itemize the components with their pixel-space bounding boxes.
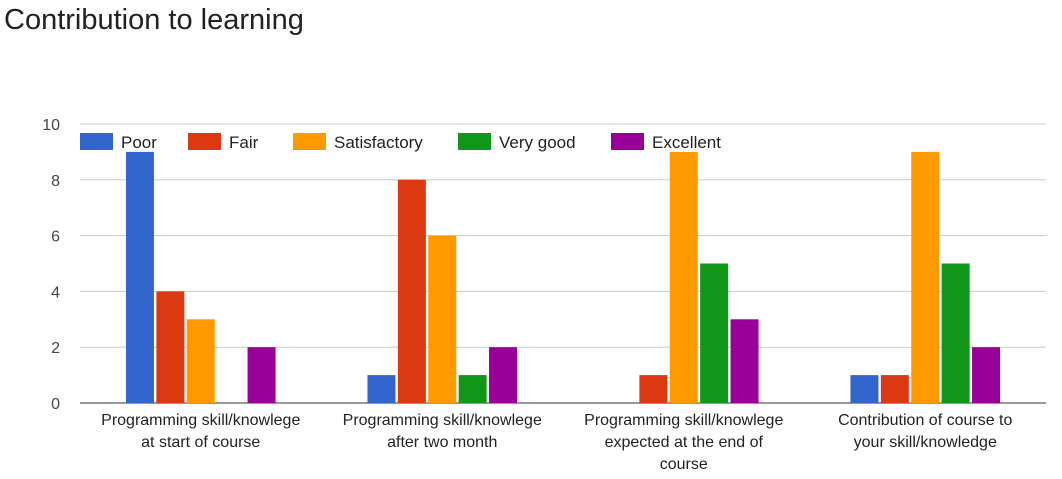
bar-poor: [125, 151, 154, 403]
legend-label: Excellent: [652, 133, 721, 152]
y-tick-label: 8: [51, 173, 60, 190]
legend-item[interactable]: Very good: [458, 133, 576, 152]
bar-satisfactory: [186, 319, 215, 403]
x-category-label: at start of course: [141, 434, 260, 451]
legend-label: Fair: [229, 133, 259, 152]
bar-fair: [880, 375, 909, 403]
legend-item[interactable]: Excellent: [611, 133, 721, 152]
y-tick-label: 6: [51, 229, 60, 246]
bar-excellent: [972, 347, 1001, 403]
y-tick-label: 0: [51, 396, 60, 413]
legend-item[interactable]: Poor: [80, 133, 157, 152]
legend-item[interactable]: Satisfactory: [293, 133, 423, 152]
x-category-label: course: [660, 456, 708, 473]
bar-fair: [156, 291, 185, 403]
chart-title: Contribution to learning: [4, 4, 304, 36]
y-tick-label: 10: [42, 117, 60, 134]
x-category-label: Programming skill/knowlege: [101, 412, 300, 429]
legend: Poor Fair Satisfactory Very good Excellent: [80, 133, 721, 152]
bar-very-good: [700, 263, 729, 403]
bar-excellent: [247, 347, 276, 403]
x-category-label: your skill/knowledge: [854, 434, 997, 451]
x-category-label: expected at the end of: [605, 434, 764, 451]
bar-poor: [367, 375, 396, 403]
bar-satisfactory: [428, 235, 457, 403]
y-tick-label: 2: [51, 340, 60, 357]
legend-label: Very good: [499, 133, 576, 152]
x-category-label: Programming skill/knowlege: [343, 412, 542, 429]
x-category-label: after two month: [387, 434, 497, 451]
legend-swatch: [188, 133, 221, 150]
bars: [125, 151, 1001, 403]
legend-swatch: [458, 133, 491, 150]
bar-poor: [850, 375, 879, 403]
legend-swatch: [80, 133, 113, 150]
legend-label: Poor: [121, 133, 157, 152]
x-category-label: Contribution of course to: [838, 412, 1012, 429]
bar-excellent: [730, 319, 759, 403]
x-category-label: Programming skill/knowlege: [584, 412, 783, 429]
bar-excellent: [489, 347, 518, 403]
legend-item[interactable]: Fair: [188, 133, 259, 152]
bar-satisfactory: [669, 151, 698, 403]
bar-fair: [397, 179, 426, 403]
legend-swatch: [611, 133, 644, 150]
bar-fair: [639, 375, 668, 403]
gridlines: [80, 123, 1046, 404]
bar-satisfactory: [911, 151, 940, 403]
bar-very-good: [458, 375, 487, 403]
axes: 0 2 4 6 8 10 Programming skill/knowlege at star…: [42, 117, 1012, 473]
y-tick-label: 4: [51, 284, 60, 301]
legend-swatch: [293, 133, 326, 150]
bar-very-good: [941, 263, 970, 403]
legend-label: Satisfactory: [334, 133, 423, 152]
